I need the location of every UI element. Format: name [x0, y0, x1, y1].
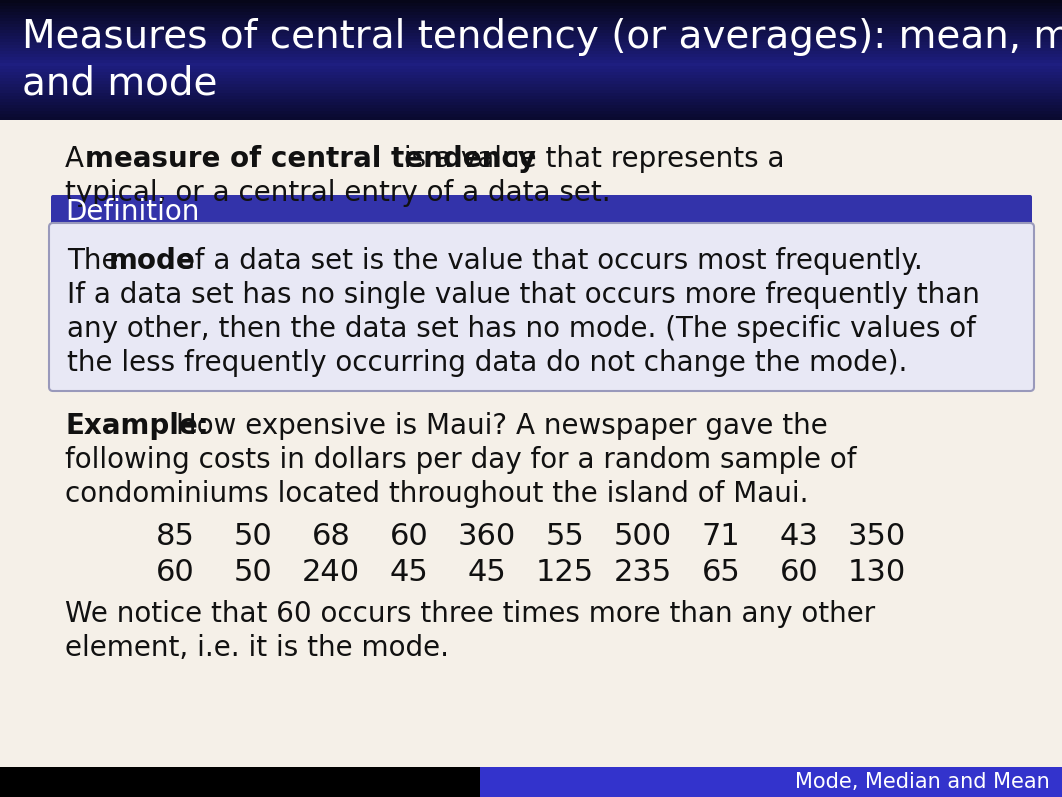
FancyBboxPatch shape	[0, 112, 1062, 117]
FancyBboxPatch shape	[0, 103, 1062, 108]
Text: 45: 45	[390, 558, 428, 587]
Text: the less frequently occurring data do not change the mode).: the less frequently occurring data do no…	[67, 349, 907, 377]
FancyBboxPatch shape	[0, 1, 1062, 6]
Text: condominiums located throughout the island of Maui.: condominiums located throughout the isla…	[65, 480, 808, 508]
Text: 50: 50	[234, 522, 272, 551]
FancyBboxPatch shape	[0, 34, 1062, 39]
FancyBboxPatch shape	[480, 767, 1062, 797]
FancyBboxPatch shape	[0, 91, 1062, 96]
FancyBboxPatch shape	[0, 61, 1062, 66]
FancyBboxPatch shape	[0, 115, 1062, 120]
Text: 125: 125	[536, 558, 594, 587]
FancyBboxPatch shape	[0, 76, 1062, 81]
Text: 500: 500	[614, 522, 672, 551]
Text: 71: 71	[702, 522, 740, 551]
FancyBboxPatch shape	[0, 52, 1062, 57]
Text: following costs in dollars per day for a random sample of: following costs in dollars per day for a…	[65, 446, 856, 474]
FancyBboxPatch shape	[0, 13, 1062, 18]
FancyBboxPatch shape	[0, 109, 1062, 114]
FancyBboxPatch shape	[0, 67, 1062, 72]
Text: any other, then the data set has no mode. (The specific values of: any other, then the data set has no mode…	[67, 315, 976, 343]
Text: 50: 50	[234, 558, 272, 587]
Text: 60: 60	[390, 522, 428, 551]
FancyBboxPatch shape	[0, 106, 1062, 111]
Text: is a value that represents a: is a value that represents a	[395, 145, 785, 173]
Text: Measures of central tendency (or averages): mean, median: Measures of central tendency (or average…	[22, 18, 1062, 56]
Text: If a data set has no single value that occurs more frequently than: If a data set has no single value that o…	[67, 281, 980, 309]
Text: 43: 43	[780, 522, 819, 551]
FancyBboxPatch shape	[0, 0, 1062, 3]
FancyBboxPatch shape	[0, 64, 1062, 69]
FancyBboxPatch shape	[0, 40, 1062, 45]
FancyBboxPatch shape	[0, 25, 1062, 30]
FancyBboxPatch shape	[0, 85, 1062, 90]
Text: 235: 235	[614, 558, 672, 587]
FancyBboxPatch shape	[0, 79, 1062, 84]
FancyBboxPatch shape	[0, 55, 1062, 60]
FancyBboxPatch shape	[0, 58, 1062, 63]
Text: 85: 85	[155, 522, 194, 551]
Text: 350: 350	[847, 522, 906, 551]
FancyBboxPatch shape	[0, 88, 1062, 93]
FancyBboxPatch shape	[0, 31, 1062, 36]
Text: Example:: Example:	[65, 412, 209, 440]
Text: Definition: Definition	[65, 198, 200, 226]
FancyBboxPatch shape	[0, 82, 1062, 87]
Text: 130: 130	[847, 558, 906, 587]
FancyBboxPatch shape	[0, 73, 1062, 78]
Text: 65: 65	[702, 558, 740, 587]
Text: The: The	[67, 247, 127, 275]
FancyBboxPatch shape	[0, 19, 1062, 24]
Text: element, i.e. it is the mode.: element, i.e. it is the mode.	[65, 634, 449, 662]
Text: typical, or a central entry of a data set.: typical, or a central entry of a data se…	[65, 179, 611, 207]
FancyBboxPatch shape	[0, 97, 1062, 102]
Text: mode: mode	[109, 247, 195, 275]
Text: of a data set is the value that occurs most frequently.: of a data set is the value that occurs m…	[169, 247, 923, 275]
FancyBboxPatch shape	[0, 22, 1062, 27]
Text: 45: 45	[467, 558, 507, 587]
FancyBboxPatch shape	[0, 767, 560, 797]
Text: Mode, Median and Mean: Mode, Median and Mean	[795, 772, 1050, 792]
FancyBboxPatch shape	[0, 37, 1062, 42]
Text: A: A	[65, 145, 92, 173]
FancyBboxPatch shape	[0, 16, 1062, 21]
Text: 60: 60	[780, 558, 819, 587]
FancyBboxPatch shape	[0, 49, 1062, 54]
FancyBboxPatch shape	[0, 46, 1062, 51]
FancyBboxPatch shape	[0, 94, 1062, 99]
FancyBboxPatch shape	[0, 4, 1062, 9]
FancyBboxPatch shape	[0, 7, 1062, 12]
FancyBboxPatch shape	[0, 70, 1062, 75]
Text: 55: 55	[546, 522, 584, 551]
Text: and mode: and mode	[22, 64, 218, 102]
Text: 240: 240	[302, 558, 360, 587]
FancyBboxPatch shape	[0, 28, 1062, 33]
Text: 68: 68	[311, 522, 350, 551]
FancyBboxPatch shape	[0, 43, 1062, 48]
Text: 60: 60	[156, 558, 194, 587]
FancyBboxPatch shape	[0, 10, 1062, 15]
Text: How expensive is Maui? A newspaper gave the: How expensive is Maui? A newspaper gave …	[167, 412, 827, 440]
FancyBboxPatch shape	[51, 195, 1032, 229]
FancyBboxPatch shape	[0, 100, 1062, 105]
Text: 360: 360	[458, 522, 516, 551]
Text: measure of central tendency: measure of central tendency	[85, 145, 536, 173]
Text: We notice that 60 occurs three times more than any other: We notice that 60 occurs three times mor…	[65, 600, 875, 628]
FancyBboxPatch shape	[49, 223, 1034, 391]
